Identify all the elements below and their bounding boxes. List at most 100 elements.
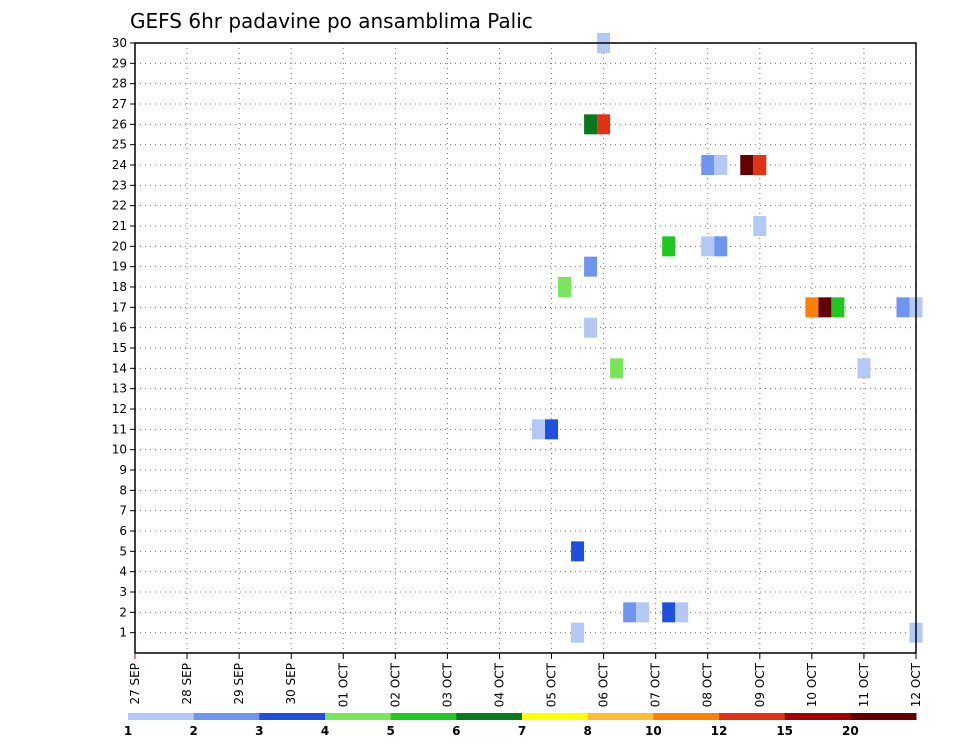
colorbar-label: 5 [386,724,394,738]
y-tick-label: 20 [112,239,127,253]
y-tick-label: 10 [112,443,127,457]
colorbar-swatch [128,713,195,720]
y-tick-label: 24 [112,158,127,172]
precip-cell [662,602,676,623]
colorbar-label: 2 [189,724,197,738]
x-tick-label: 08 OCT [701,662,715,707]
x-tick-label: 03 OCT [440,662,454,707]
precip-cell [714,236,728,257]
precip-cell [701,155,715,175]
x-tick-label: 04 OCT [492,662,506,707]
colorbar-label: 6 [452,724,460,738]
y-tick-label: 4 [119,565,127,579]
colorbar-label: 15 [776,724,793,738]
x-tick-label: 06 OCT [597,662,611,707]
colorbar-label: 8 [583,724,591,738]
precip-cell [571,541,585,562]
precip-cell [714,155,728,175]
x-tick-label: 05 OCT [545,662,559,707]
y-tick-label: 1 [119,626,127,640]
precip-cell [662,236,676,257]
y-tick-label: 21 [112,219,127,233]
y-tick-label: 3 [119,585,127,599]
x-tick-label: 07 OCT [649,662,663,707]
precip-cell [805,297,819,318]
precip-cell [896,297,910,318]
y-tick-label: 28 [112,77,127,91]
precip-cell [610,358,624,379]
precip-cell [584,256,598,277]
y-tick-label: 2 [119,605,127,619]
colorbar-swatch [456,713,523,720]
grid-lines [135,42,916,653]
x-tick-label: 30 SEP [284,663,298,705]
y-tick-label: 18 [112,280,127,294]
y-tick-label: 22 [112,199,127,213]
colorbar-label: 12 [711,724,728,738]
precip-cell [636,602,650,623]
colorbar-label: 20 [842,724,859,738]
x-tick-label: 28 SEP [180,663,194,705]
precip-cell [753,216,767,236]
colorbar-swatch [850,713,917,720]
colorbar: 1 2 3 4 5 6 7 8 10 12 15 20 [124,713,917,738]
y-tick-label: 27 [112,97,127,111]
x-tick-label: 27 SEP [128,663,142,705]
colorbar-swatch [325,713,392,720]
precip-cell [571,622,585,643]
precip-cell [753,155,767,175]
precip-cell [545,419,559,440]
y-tick-label: 16 [112,321,127,335]
y-tick-label: 15 [112,341,127,355]
y-tick-label: 8 [119,483,127,497]
precip-cell [623,602,637,623]
x-tick-label: 11 OCT [857,662,871,707]
precip-cell [597,114,611,135]
colorbar-swatch [522,713,589,720]
y-tick-label: 11 [112,422,127,436]
colorbar-swatch [587,713,654,720]
x-tick-label: 09 OCT [753,662,767,707]
y-tick-label: 5 [119,544,127,558]
colorbar-label: 1 [124,724,132,738]
y-tick-label: 30 [112,36,127,50]
colorbar-swatch [259,713,326,720]
y-tick-label: 19 [112,260,127,274]
colorbar-label: 10 [645,724,662,738]
y-tick-label: 13 [112,382,127,396]
y-tick-label: 25 [112,138,127,152]
precip-cell [532,419,546,440]
colorbar-swatch [653,713,720,720]
precip-cell [857,358,871,379]
precip-cell [701,236,715,257]
y-tick-label: 14 [112,361,127,375]
y-tick-label: 17 [112,300,127,314]
x-tick-label: 01 OCT [336,662,350,707]
precip-cell [740,155,754,175]
precip-cell [584,114,598,135]
colorbar-label: 4 [321,724,329,738]
precip-cell [558,277,572,297]
precip-cell [675,602,689,623]
precipitation-cells [532,33,923,643]
y-tick-label: 29 [112,56,127,70]
colorbar-swatch [193,713,260,720]
precip-cell [818,297,832,318]
y-tick-label: 6 [119,524,127,538]
precip-cell [831,297,845,318]
y-tick-label: 9 [119,463,127,477]
y-tick-label: 12 [112,402,127,416]
precip-cell [584,317,598,338]
x-tick-label: 12 OCT [909,662,923,707]
chart-title: GEFS 6hr padavine po ansamblima Palic [130,9,533,33]
y-tick-label: 23 [112,178,127,192]
y-tick-label: 26 [112,117,127,131]
colorbar-label: 3 [255,724,263,738]
x-axis-ticks: 27 SEP 28 SEP 29 SEP 30 SEP 01 OCT 02 OCT 03 O… [128,653,923,707]
x-tick-label: 10 OCT [805,662,819,707]
y-axis-ticks: 1234567891011121314151617181920212223242… [112,36,135,640]
y-tick-label: 7 [119,504,127,518]
x-tick-label: 02 OCT [388,662,402,707]
x-tick-label: 29 SEP [232,663,246,705]
